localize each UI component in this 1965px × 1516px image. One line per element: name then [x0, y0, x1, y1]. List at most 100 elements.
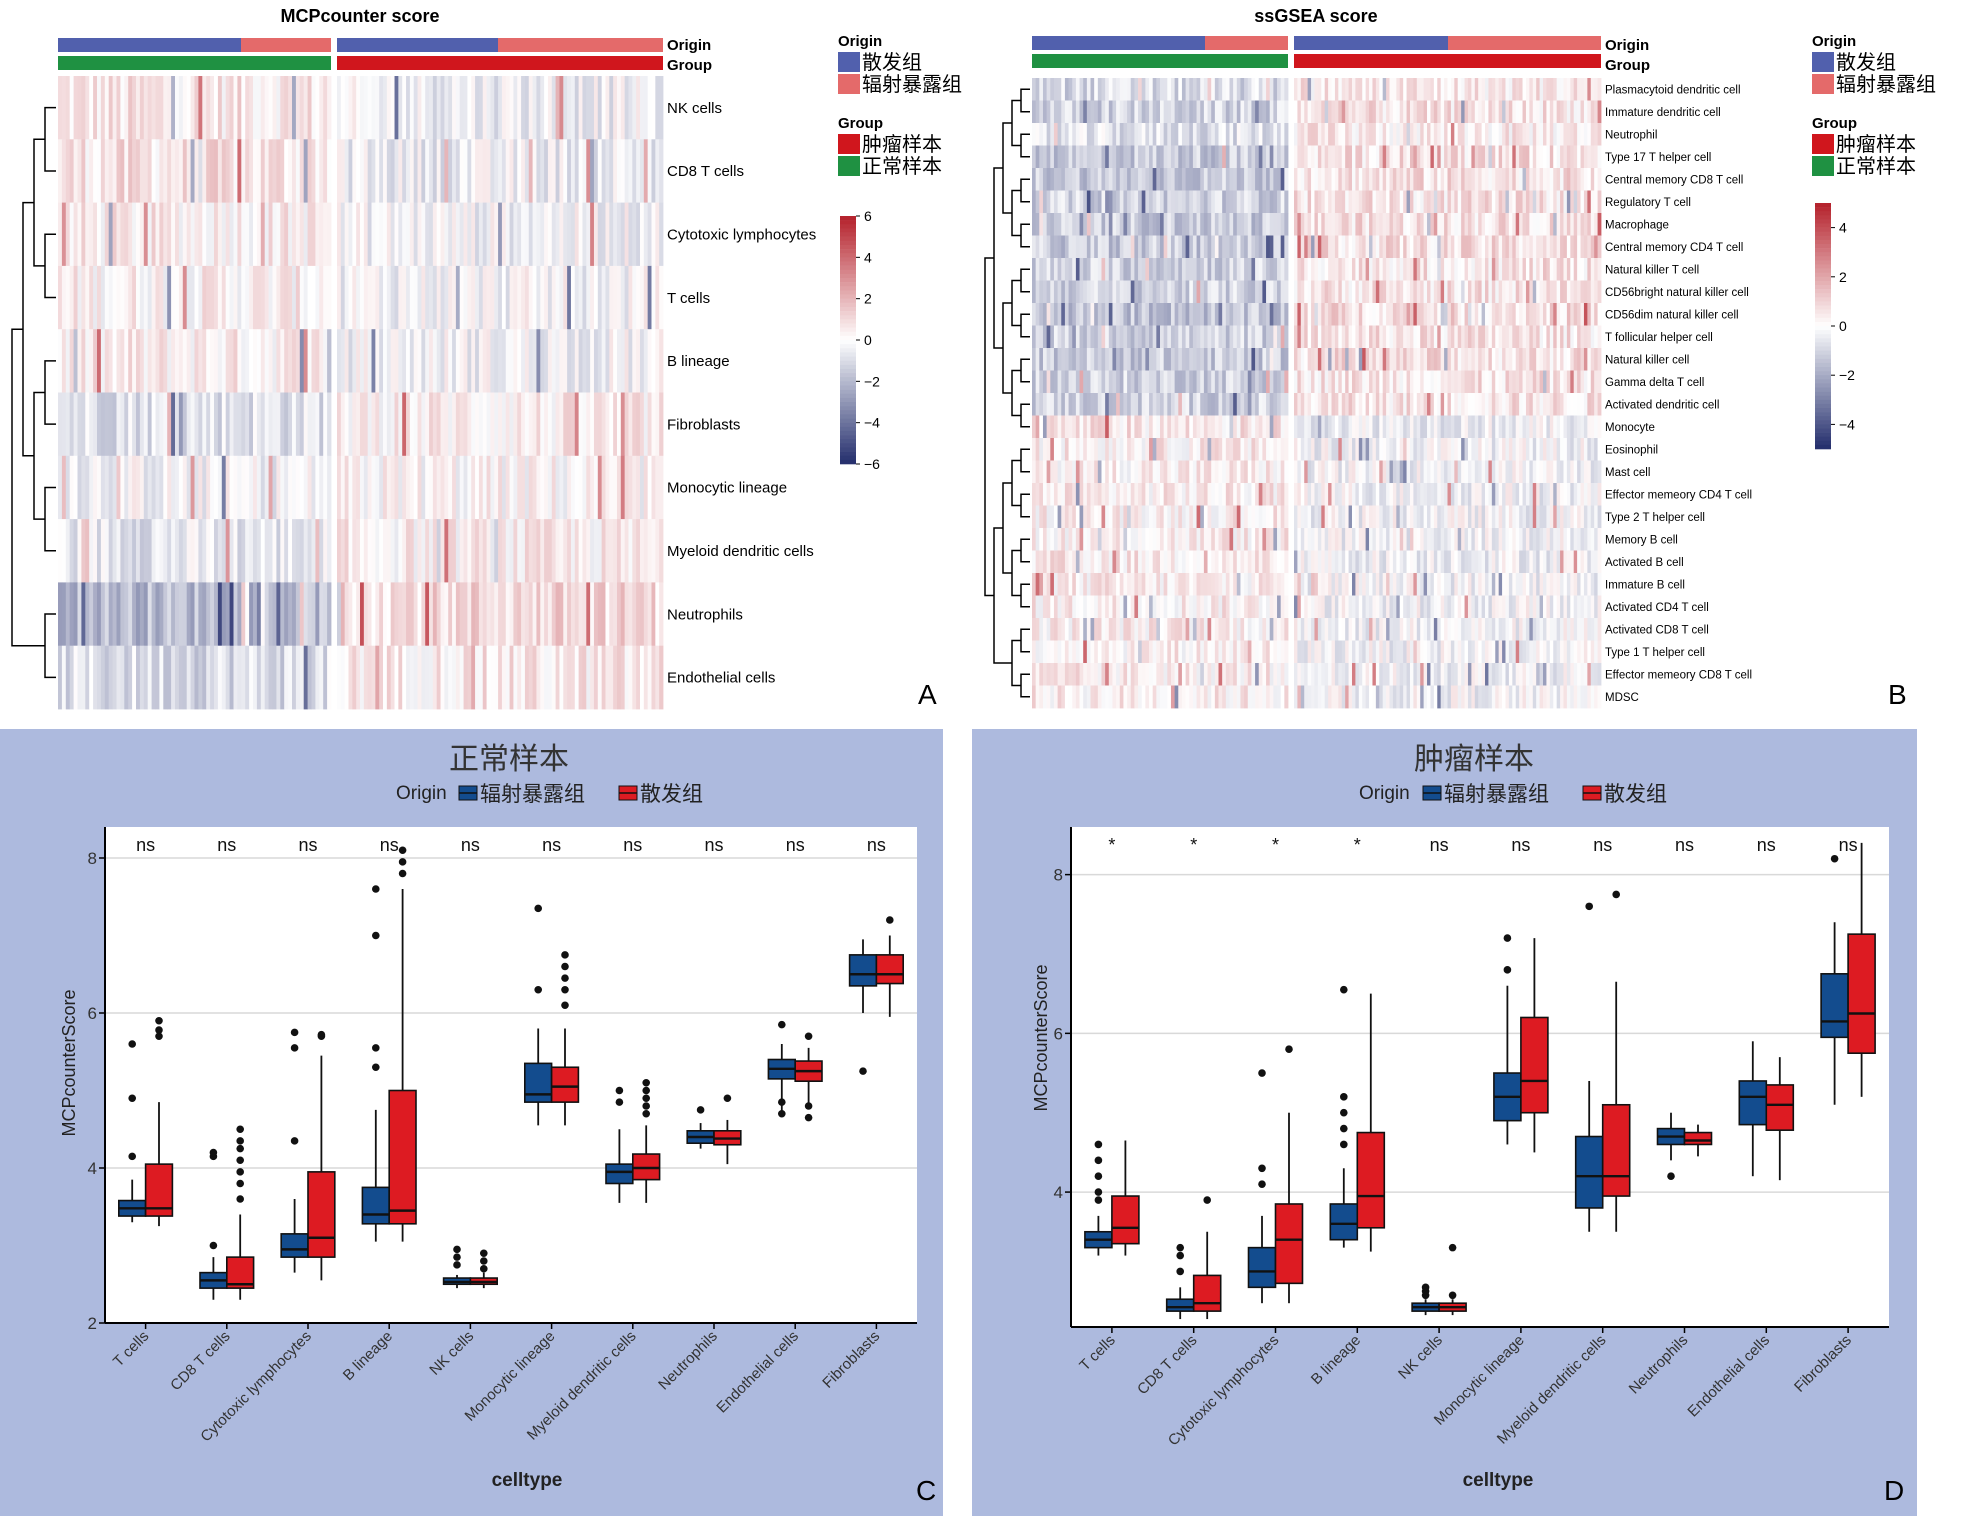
- heatmap-cell: [544, 582, 549, 647]
- heatmap-cell: [1488, 100, 1493, 124]
- heatmap-cell: [1225, 550, 1230, 574]
- heatmap-cell: [601, 76, 606, 140]
- heatmap-cell: [139, 645, 145, 710]
- heatmap-cell: [1389, 303, 1394, 326]
- heatmap-cell: [1097, 460, 1102, 484]
- heatmap-cell: [1324, 393, 1329, 416]
- heatmap-cell: [459, 645, 464, 710]
- heatmap-cell: [1163, 303, 1168, 326]
- heatmap-cell: [1149, 123, 1154, 146]
- heatmap-cell: [1334, 393, 1339, 416]
- heatmap-cell: [276, 582, 281, 647]
- heatmap-cell: [1563, 370, 1568, 394]
- heatmap-cell: [1192, 235, 1197, 259]
- heatmap-cell: [1532, 303, 1537, 326]
- heatmap-cell: [1580, 100, 1585, 124]
- heatmap-cell: [1269, 168, 1274, 191]
- heatmap-cell: [1145, 618, 1150, 641]
- heatmap-cell: [536, 139, 541, 203]
- heatmap-cell: [651, 265, 656, 330]
- colorbar-step: [840, 418, 856, 423]
- heatmap-cell: [1090, 685, 1095, 709]
- heatmap-cell: [1134, 663, 1139, 686]
- heatmap-cell: [1244, 145, 1249, 169]
- heatmap-cell: [1203, 505, 1208, 529]
- heatmap-cell: [413, 645, 418, 710]
- heatmap-cell: [517, 519, 522, 583]
- heatmap-cell: [229, 265, 234, 330]
- heatmap-cell: [1225, 685, 1230, 709]
- heatmap-cell: [1050, 438, 1055, 461]
- heatmap-cell: [613, 645, 618, 710]
- heatmap-cell: [1583, 325, 1588, 349]
- heatmap-cell: [1068, 640, 1073, 664]
- heatmap-cell: [1488, 123, 1493, 146]
- heatmap-cell: [1149, 78, 1154, 101]
- heatmap-cell: [1273, 370, 1278, 394]
- heatmap-cell: [1181, 438, 1186, 461]
- heatmap-cell: [1152, 640, 1157, 664]
- heatmap-cell: [593, 455, 599, 520]
- heatmap-cell: [624, 519, 629, 583]
- heatmap-cell: [482, 202, 487, 267]
- heatmap-cell: [352, 329, 357, 393]
- heatmap-cell: [1345, 123, 1349, 146]
- heatmap-cell: [1266, 325, 1271, 349]
- heatmap-cell: [1068, 168, 1073, 191]
- heatmap-cell: [249, 265, 254, 330]
- heatmap-cell: [233, 582, 238, 647]
- heatmap-cell: [143, 645, 149, 710]
- heatmap-cell: [459, 455, 464, 520]
- heatmap-cell: [1032, 280, 1037, 304]
- heatmap-cell: [1181, 123, 1186, 146]
- heatmap-cell: [1244, 393, 1249, 416]
- heatmap-cell: [1255, 325, 1260, 349]
- heatmap-cell: [613, 329, 618, 393]
- heatmap-cell: [356, 645, 361, 710]
- heatmap-cell: [1050, 145, 1055, 169]
- heatmap-cell: [1072, 663, 1077, 686]
- heatmap-cell: [1269, 483, 1274, 506]
- heatmap-cell: [1413, 348, 1418, 371]
- heatmap-cell: [1317, 78, 1322, 101]
- heatmap-cell: [559, 76, 564, 140]
- heatmap-cell: [1461, 393, 1465, 416]
- heatmap-cell: [249, 392, 254, 457]
- heatmap-cell: [1269, 78, 1274, 101]
- heatmap-cell: [471, 139, 476, 203]
- heatmap-cell: [1181, 460, 1186, 484]
- heatmap-cell: [1266, 415, 1271, 439]
- heatmap-cell: [1372, 258, 1377, 281]
- heatmap-cell: [651, 645, 656, 710]
- heatmap-cell: [1181, 280, 1186, 304]
- heatmap-cell: [1430, 168, 1435, 191]
- heatmap-cell: [582, 645, 587, 710]
- heatmap-cell: [1138, 235, 1143, 259]
- heatmap-cell: [1382, 235, 1387, 259]
- heatmap-cell: [1233, 168, 1238, 191]
- heatmap-cell: [521, 139, 526, 203]
- heatmap-cell: [210, 455, 215, 520]
- heatmap-cell: [1284, 550, 1289, 574]
- heatmap-cell: [605, 519, 610, 583]
- heatmap-cell: [582, 76, 587, 140]
- heatmap-cell: [1203, 393, 1208, 416]
- heatmap-cell: [1145, 483, 1150, 506]
- heatmap-cell: [1200, 550, 1205, 574]
- heatmap-cell: [1064, 213, 1069, 236]
- heatmap-cell: [1549, 370, 1554, 394]
- heatmap-cell: [1229, 460, 1234, 484]
- heatmap-cell: [233, 519, 238, 583]
- heatmap-cell: [1573, 78, 1578, 101]
- heatmap-cell: [1573, 325, 1578, 349]
- heatmap-cell: [1160, 595, 1165, 619]
- heatmap-cell: [348, 582, 353, 647]
- heatmap-cell: [1284, 348, 1289, 371]
- heatmap-cell: [1160, 573, 1165, 596]
- heatmap-cell: [551, 202, 557, 267]
- heatmap-cell: [175, 76, 180, 140]
- heatmap-cell: [139, 519, 145, 583]
- heatmap-cell: [409, 265, 415, 330]
- heatmap-cell: [1079, 483, 1084, 506]
- heatmap-cell: [1236, 685, 1241, 709]
